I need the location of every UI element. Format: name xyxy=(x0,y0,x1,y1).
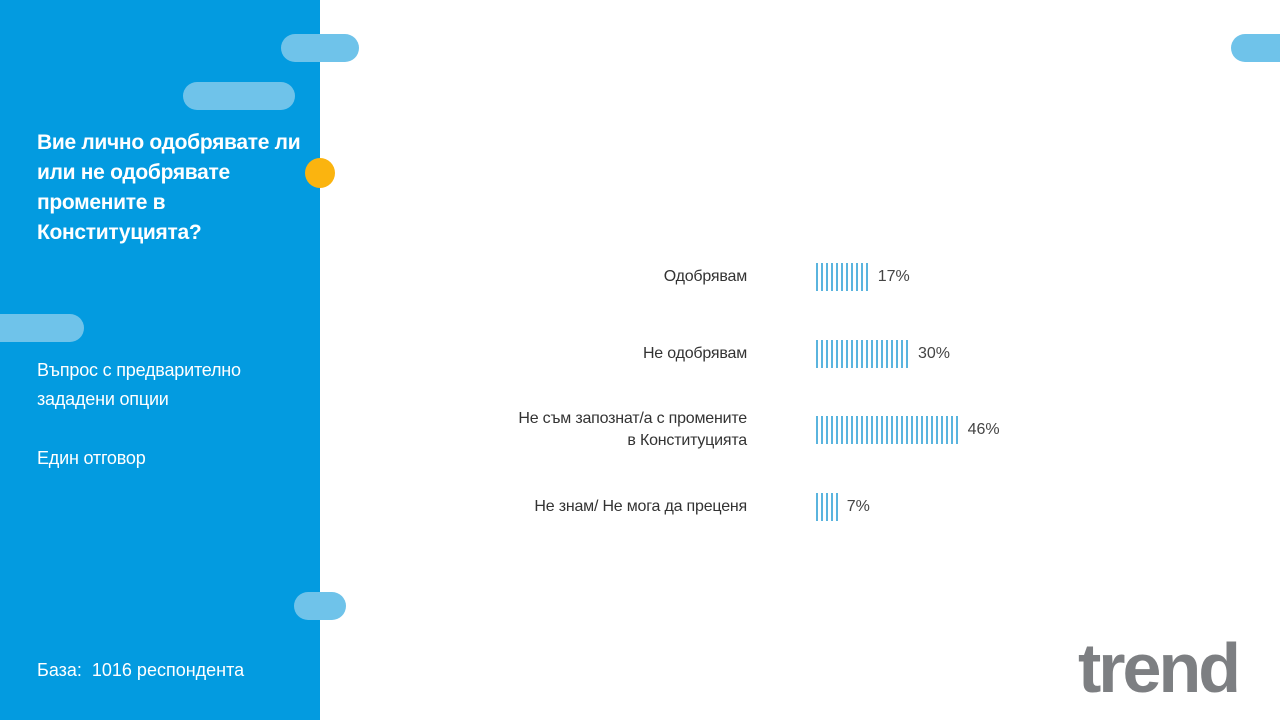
bar xyxy=(816,263,869,291)
decor-pill xyxy=(1231,34,1280,62)
bar xyxy=(816,340,909,368)
base-note: База: 1016 респондента xyxy=(37,660,245,680)
value-label: 46% xyxy=(967,421,1000,438)
decor-pill xyxy=(281,34,359,62)
value-label: 30% xyxy=(918,345,951,362)
question-note: Един отговор xyxy=(37,448,146,468)
decor-pill xyxy=(0,314,84,342)
question-note: Въпрос с предварително зададени опции xyxy=(37,360,241,409)
bar xyxy=(816,416,959,444)
value-label: 17% xyxy=(877,268,910,285)
decor-pill xyxy=(183,82,295,110)
decor-dot xyxy=(305,158,335,188)
decor-pill xyxy=(294,592,346,620)
category-label: Одобрявам xyxy=(663,268,747,285)
category-label: Не знам/ Не мога да преценя xyxy=(534,498,747,515)
side-panel xyxy=(0,0,320,720)
question-title: Вие лично одобрявате ли или не одобряват… xyxy=(37,131,301,244)
logo: trend xyxy=(1078,629,1241,707)
value-label: 7% xyxy=(846,498,870,515)
bar xyxy=(816,493,838,521)
category-label: Не одобрявам xyxy=(642,345,747,362)
category-label: Не съм запознат/а с промените в Конститу… xyxy=(518,410,747,449)
